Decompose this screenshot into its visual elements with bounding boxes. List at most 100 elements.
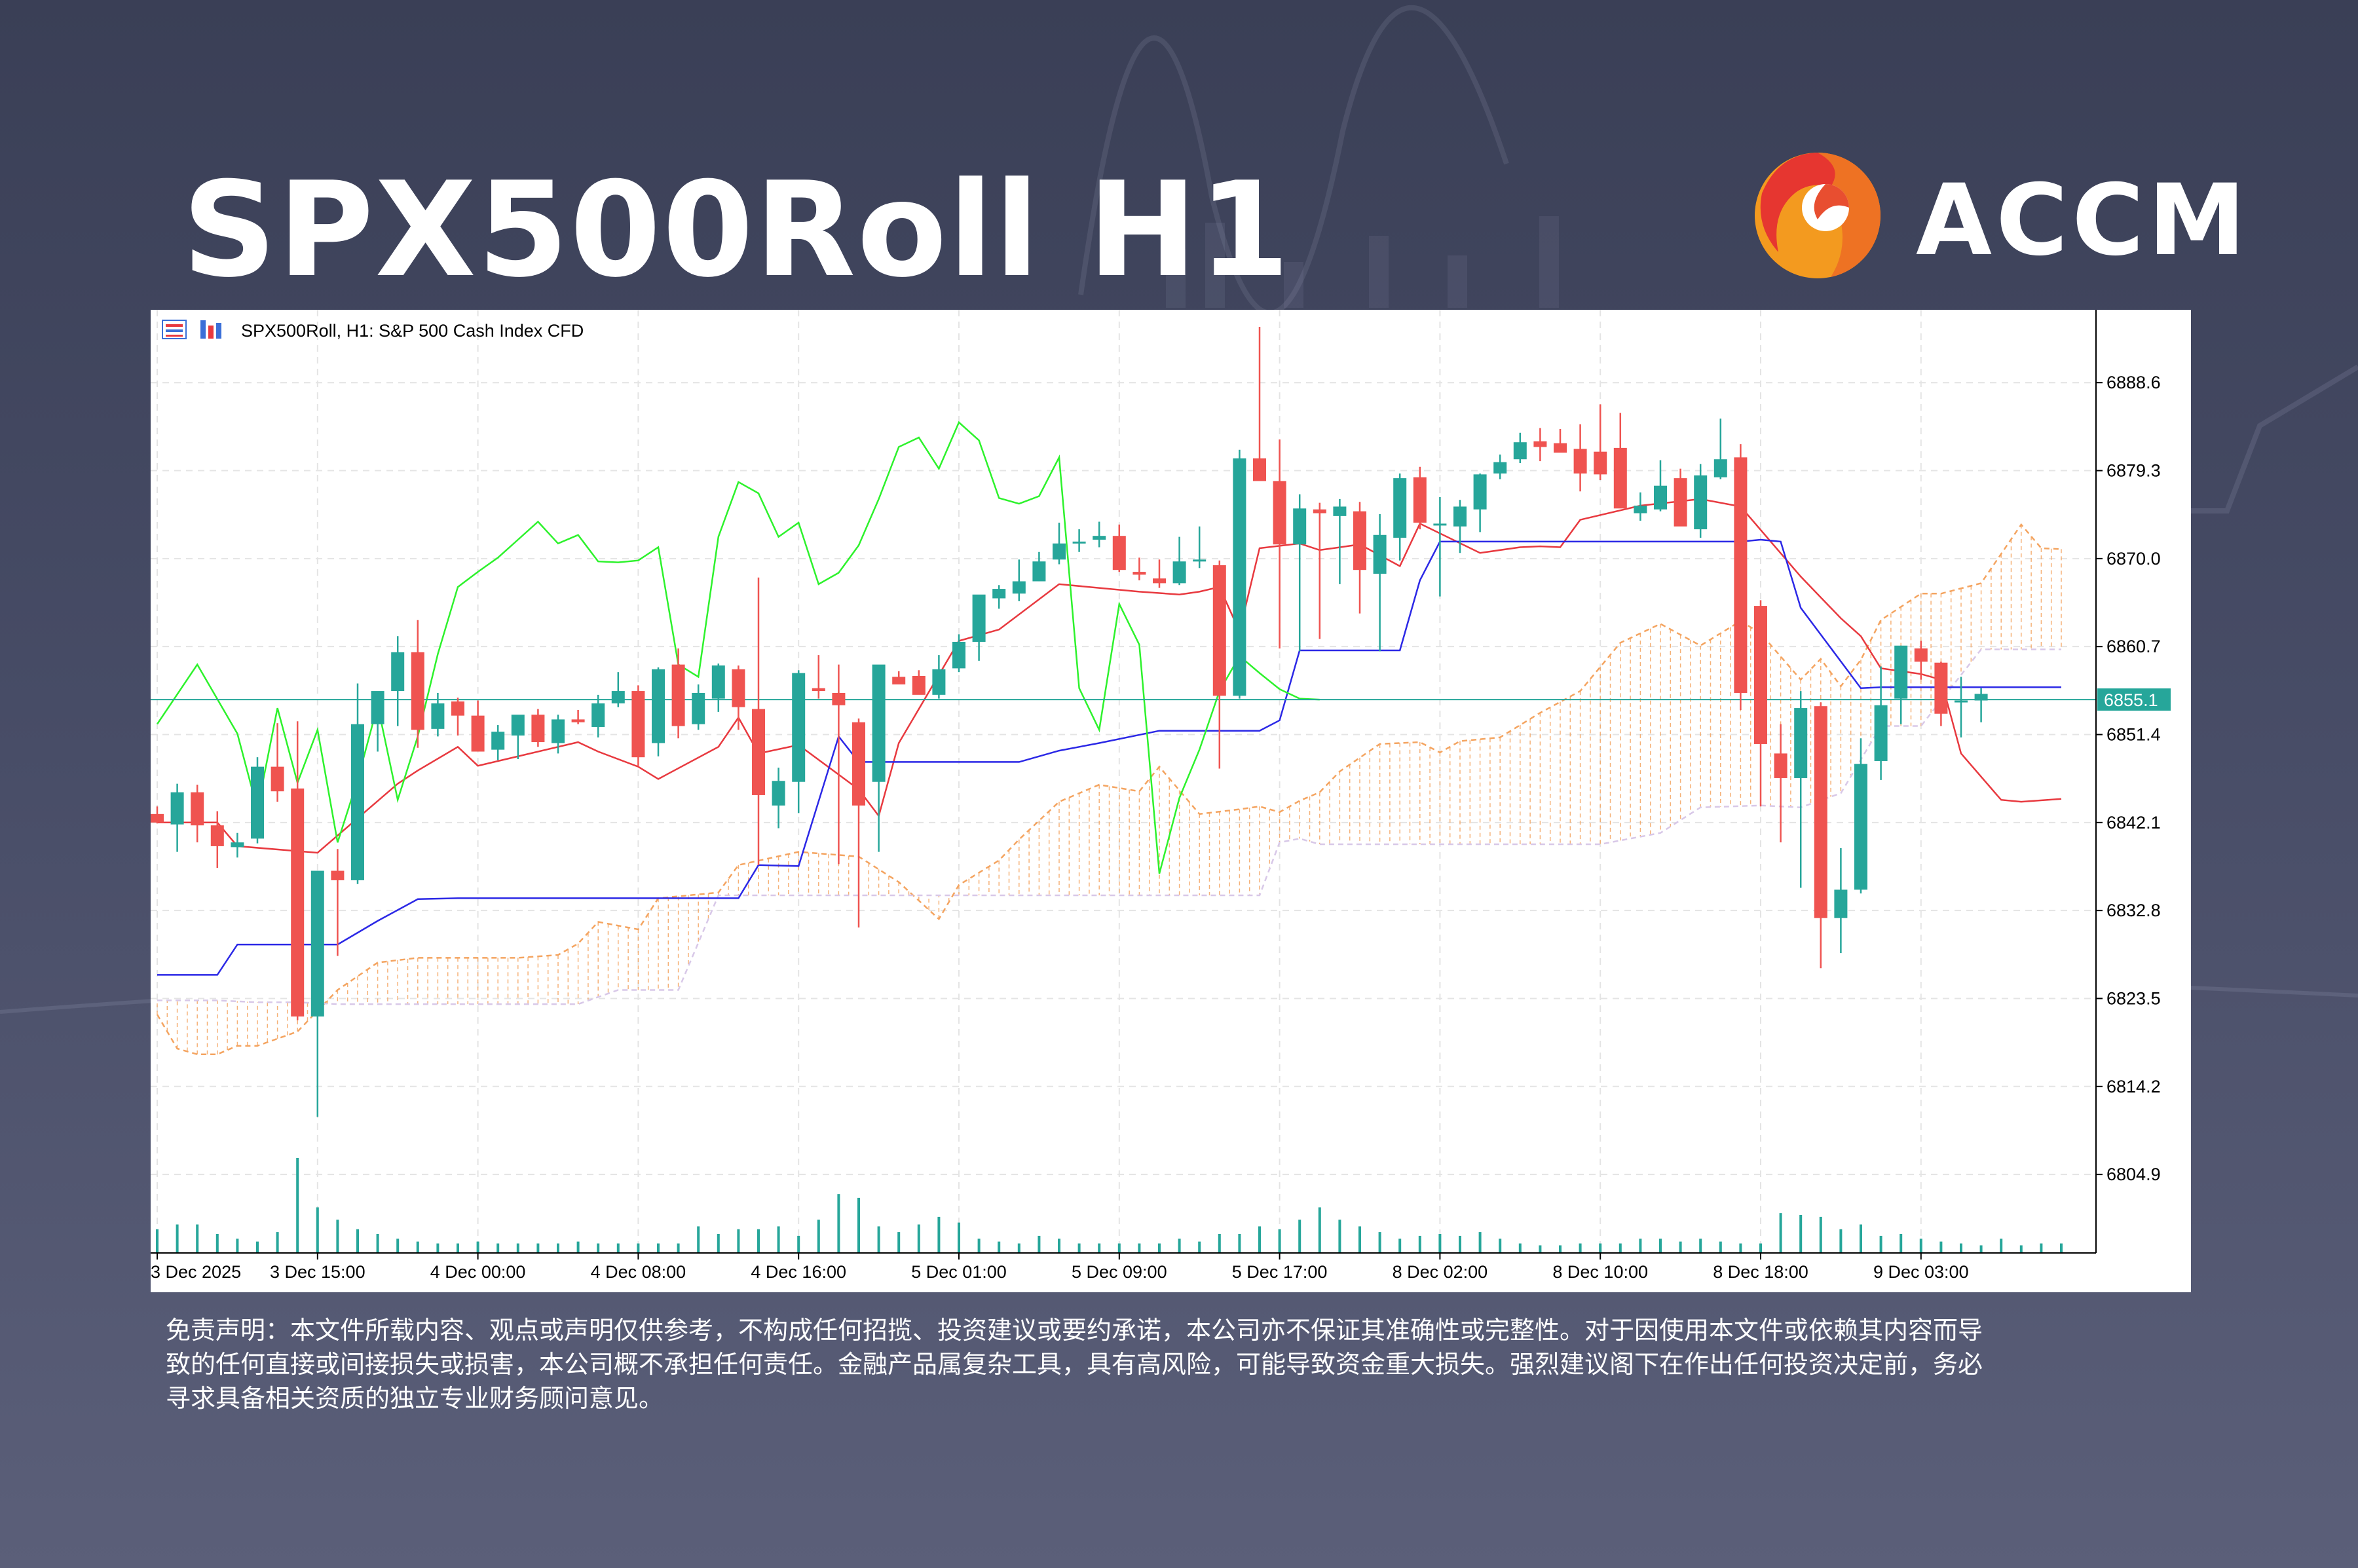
candle-body <box>1854 764 1867 890</box>
candle-body <box>1694 475 1708 530</box>
candle-body <box>1713 459 1727 477</box>
candle-body <box>1734 457 1748 693</box>
candle-body <box>1273 481 1286 545</box>
price-tag <box>2097 688 2171 711</box>
price-tick-label: 6814.2 <box>2106 1077 2161 1096</box>
candle-body <box>391 652 405 692</box>
candle-body <box>431 703 445 729</box>
candles <box>151 326 1988 1117</box>
disclaimer-line: 致的任何直接或间接损失或损害，本公司概不承担任何责任。金融产品属复杂工具，具有高… <box>166 1350 1983 1379</box>
candlestick-chart[interactable]: 6888.6 6879.3 6870.0 6860.7 6851.4 6842.1 6832… <box>151 310 2191 1292</box>
candle-body <box>1674 478 1687 527</box>
candle-body <box>1914 648 1928 662</box>
time-tick-label: 3 Dec 15:00 <box>270 1262 365 1282</box>
candle-body <box>371 691 384 724</box>
time-tick-label: 3 Dec 2025 <box>151 1262 241 1282</box>
chart-grid <box>151 310 2096 1253</box>
candle-body <box>331 870 345 880</box>
candle-body <box>1774 753 1787 778</box>
time-tick-label: 8 Dec 18:00 <box>1713 1262 1808 1282</box>
indicator-lines <box>151 420 2096 976</box>
price-tick-label: 6804.9 <box>2106 1165 2161 1184</box>
time-tick-label: 8 Dec 10:00 <box>1552 1262 1648 1282</box>
candle-body <box>1253 458 1266 481</box>
candle-body <box>1493 462 1507 474</box>
candle-body <box>1333 506 1347 516</box>
candle-body <box>1473 474 1487 510</box>
brand-name: ACCM <box>1916 164 2250 278</box>
candle-body <box>892 677 906 684</box>
candle-body <box>792 673 806 782</box>
candle-body <box>1172 561 1186 584</box>
time-tick-label: 9 Dec 03:00 <box>1873 1262 1969 1282</box>
chart-window[interactable]: 6888.6 6879.3 6870.0 6860.7 6851.4 6842.1 6832… <box>151 310 2191 1292</box>
candle-body <box>491 732 505 750</box>
candle-body <box>1613 447 1627 509</box>
senkou-span-a <box>156 523 2062 1055</box>
candle-body <box>1894 645 1908 699</box>
price-tick-label: 6870.0 <box>2106 549 2161 569</box>
candle-body <box>1153 578 1166 584</box>
candle-body <box>1072 541 1086 544</box>
candle-body <box>611 691 625 703</box>
candle-body <box>1053 543 1066 560</box>
candle-body <box>1212 565 1226 696</box>
candle-body <box>411 652 424 730</box>
price-tick-label: 6888.6 <box>2106 373 2161 392</box>
candle-body <box>151 813 164 823</box>
senkou-span-b <box>157 648 2061 1005</box>
disclaimer: 免责声明：本文件所载内容、观点或声明仅供参考，不构成任何招揽、投资建议或要约承诺… <box>166 1313 2196 1415</box>
candle-body <box>231 842 244 848</box>
candle-body <box>1573 449 1587 474</box>
time-tick-label: 4 Dec 08:00 <box>591 1262 686 1282</box>
time-tick-label: 4 Dec 16:00 <box>751 1262 846 1282</box>
candle-body <box>351 724 364 880</box>
indicator-line <box>157 498 2062 854</box>
candle-body <box>170 792 184 825</box>
candle-body <box>1974 694 1988 701</box>
disclaimer-line: 免责声明：本文件所载内容、观点或声明仅供参考，不构成任何招揽、投资建议或要约承诺… <box>166 1316 1983 1345</box>
candle-body <box>772 781 785 806</box>
price-tick-label: 6842.1 <box>2106 813 2161 832</box>
candle-body <box>1554 443 1567 453</box>
candle-body <box>1874 705 1888 761</box>
candle-body <box>711 665 725 699</box>
candle-body <box>471 715 485 752</box>
page-title: SPX500Roll H1 <box>182 154 1291 307</box>
candle-body <box>1453 506 1467 527</box>
price-tag-label: 6855.1 <box>2104 690 2158 710</box>
candle-body <box>1012 581 1026 594</box>
candle-body <box>1353 511 1366 570</box>
candle-body <box>1032 561 1046 582</box>
candle-body <box>271 766 284 792</box>
candle-body <box>1513 442 1527 460</box>
candle-body <box>1634 505 1647 513</box>
candle-body <box>1834 889 1848 918</box>
candle-body <box>1754 606 1767 744</box>
candle-body <box>1934 662 1948 714</box>
accm-logo-icon <box>1755 153 1881 278</box>
candle-body <box>1233 458 1246 696</box>
indicator-line <box>156 420 1320 874</box>
candle-body <box>1433 523 1447 526</box>
candle-body <box>852 722 865 806</box>
candle-body <box>1654 485 1667 510</box>
candle-body <box>732 669 745 707</box>
candle-body <box>1794 708 1808 778</box>
candle-body <box>952 641 965 669</box>
candle-body <box>932 669 946 695</box>
candle-body <box>1413 477 1427 523</box>
candle-body <box>1594 451 1607 475</box>
candle-body <box>251 766 264 839</box>
candle-body <box>912 675 926 695</box>
candle-body <box>671 664 685 726</box>
candle-body <box>210 825 224 846</box>
candle-body <box>191 792 204 826</box>
candle-body <box>692 692 705 724</box>
candle-body <box>291 788 305 1017</box>
volume-bars <box>156 1158 2063 1253</box>
chart-caption: SPX500Roll, H1: S&P 500 Cash Index CFD <box>241 321 584 341</box>
disclaimer-line: 寻求具备相关资质的独立专业财务顾问意见。 <box>166 1384 664 1413</box>
candle-body <box>1193 559 1207 562</box>
candle-body <box>511 715 525 736</box>
